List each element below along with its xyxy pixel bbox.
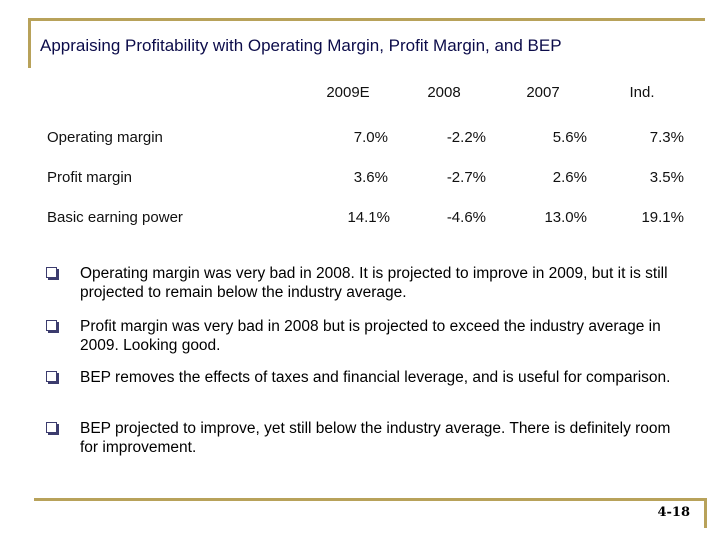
title-frame <box>28 18 705 68</box>
row-label-profit-margin: Profit margin <box>47 169 133 186</box>
column-header-2009e: 2009E <box>326 84 370 101</box>
square-bullet-icon <box>46 422 57 433</box>
column-header-industry: Ind. <box>629 84 655 101</box>
page-number: 4-18 <box>657 505 690 520</box>
column-header-2008: 2008 <box>427 84 461 101</box>
bullet-text: Profit margin was very bad in 2008 but i… <box>80 318 661 354</box>
table-cell: 2.6% <box>552 169 587 186</box>
column-header-2007: 2007 <box>526 84 560 101</box>
footer-divider <box>34 498 706 501</box>
table-cell: -2.2% <box>446 129 486 146</box>
table-cell: 19.1% <box>641 209 684 226</box>
slide-title: Appraising Profitability with Operating … <box>40 36 562 55</box>
bullet-text: BEP removes the effects of taxes and fin… <box>80 369 671 386</box>
table-cell: 3.5% <box>649 169 684 186</box>
square-bullet-icon <box>46 371 57 382</box>
table-cell: 7.3% <box>649 129 684 146</box>
table-cell: 13.0% <box>544 209 587 226</box>
table-cell: 14.1% <box>347 209 390 226</box>
table-cell: -2.7% <box>446 169 486 186</box>
table-cell: 5.6% <box>552 129 587 146</box>
table-cell: -4.6% <box>446 209 486 226</box>
footer-corner-line <box>704 498 707 528</box>
square-bullet-icon <box>46 267 57 278</box>
table-cell: 7.0% <box>353 129 388 146</box>
square-bullet-icon <box>46 320 57 331</box>
table-cell: 3.6% <box>353 169 388 186</box>
row-label-operating-margin: Operating margin <box>47 129 163 146</box>
row-label-basic-earning-power: Basic earning power <box>47 209 183 226</box>
bullet-text: BEP projected to improve, yet still belo… <box>80 420 671 456</box>
bullet-text: Operating margin was very bad in 2008. I… <box>80 265 668 301</box>
